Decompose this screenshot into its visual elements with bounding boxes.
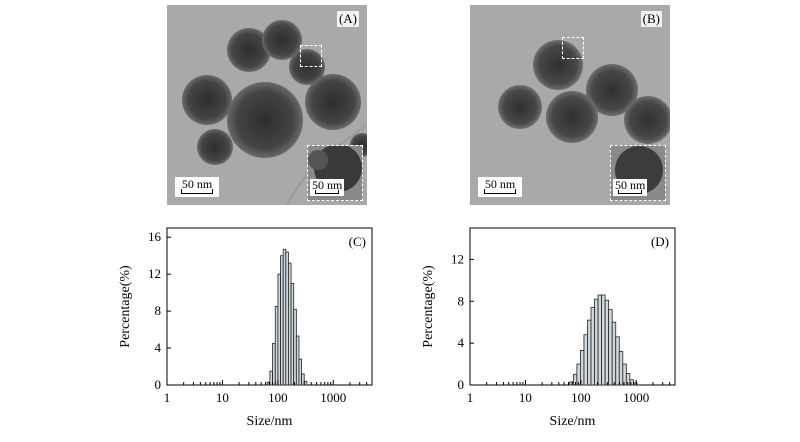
histogram-bar <box>583 334 588 386</box>
histogram-bar <box>580 350 585 386</box>
inset-scale-bar-a: 50 nm <box>310 178 345 196</box>
histogram-bar <box>594 298 599 386</box>
x-tick-label: 10 <box>216 390 229 405</box>
panel-label-b: (B) <box>640 11 662 27</box>
histogram-c: 1 10 100 1000 0 4 8 12 16 (C) Size/nm Percentage(%) <box>115 220 385 440</box>
scale-bar-a: 50 nm <box>175 177 219 197</box>
inset-scale-bar-b: 50 nm <box>613 178 648 196</box>
y-tick-label: 8 <box>458 293 465 308</box>
histogram-bar <box>301 373 305 386</box>
histogram-bar <box>615 336 620 386</box>
y-tick-label: 4 <box>458 335 465 350</box>
zoom-region-box-b <box>562 37 584 59</box>
histogram-bar <box>601 294 606 386</box>
x-tick-label: 1 <box>467 390 474 405</box>
tem-image-b: (B) 50 nm 50 nm <box>470 5 670 205</box>
y-tick-label: 4 <box>155 340 162 355</box>
inset-scale-label-a: 50 nm <box>312 178 343 192</box>
x-axis-label: Size/nm <box>550 414 596 429</box>
y-tick-label: 16 <box>148 229 162 244</box>
histogram-bar <box>604 299 610 386</box>
x-tick-label: 1000 <box>623 390 649 405</box>
histogram-bar <box>622 363 627 386</box>
histogram-bar <box>629 379 634 386</box>
panel-label-a: (A) <box>336 11 359 27</box>
panel-label-c: (C) <box>349 234 366 249</box>
x-axis-label: Size/nm <box>247 414 293 429</box>
scale-bar-label-a: 50 nm <box>181 177 213 191</box>
scale-bar-b: 50 nm <box>478 177 522 197</box>
tem-image-a: (A) 50 nm 50 nm <box>167 5 367 205</box>
scale-bar-label-b: 50 nm <box>484 177 516 191</box>
y-axis-label: Percentage(%) <box>118 265 133 348</box>
histogram-bar <box>272 343 276 386</box>
y-tick-label: 8 <box>155 303 162 318</box>
x-tick-label: 1000 <box>320 390 346 405</box>
histogram-bar <box>569 381 574 386</box>
histogram-d: 1 10 100 1000 0 4 8 12 (D) Size/nm Percentage(%) <box>418 220 688 440</box>
y-tick-label: 0 <box>155 377 162 392</box>
histogram-bar <box>608 309 613 386</box>
y-tick-label: 12 <box>451 251 464 266</box>
x-tick-label: 100 <box>571 390 591 405</box>
inset-a: 50 nm <box>307 145 363 201</box>
histogram-c-svg: 1 10 100 1000 0 4 8 12 16 (C) Size/nm Percentage(%) <box>118 227 373 429</box>
plot-frame <box>469 227 676 386</box>
histogram-bar <box>298 358 302 386</box>
histogram-bar <box>618 351 624 386</box>
histogram-bar <box>587 319 592 386</box>
x-tick-label: 1 <box>164 390 171 405</box>
histogram-bar <box>597 294 602 386</box>
inset-b: 50 nm <box>610 145 666 201</box>
histogram-bar <box>611 321 617 386</box>
y-axis-label: Percentage(%) <box>421 265 436 348</box>
x-tick-label: 100 <box>268 390 288 405</box>
histogram-bar <box>590 307 595 386</box>
x-tick-label: 10 <box>519 390 532 405</box>
y-tick-label: 0 <box>458 377 465 392</box>
zoom-region-box-a <box>300 45 322 67</box>
panel-label-d: (D) <box>651 234 669 249</box>
inset-scale-label-b: 50 nm <box>615 178 646 192</box>
y-tick-label: 12 <box>148 266 161 281</box>
plot-frame <box>166 227 373 386</box>
histogram-bar <box>576 363 581 386</box>
histogram-d-svg: 1 10 100 1000 0 4 8 12 (D) Size/nm Percentage(%) <box>421 227 676 429</box>
tem-particles-b <box>498 40 670 144</box>
